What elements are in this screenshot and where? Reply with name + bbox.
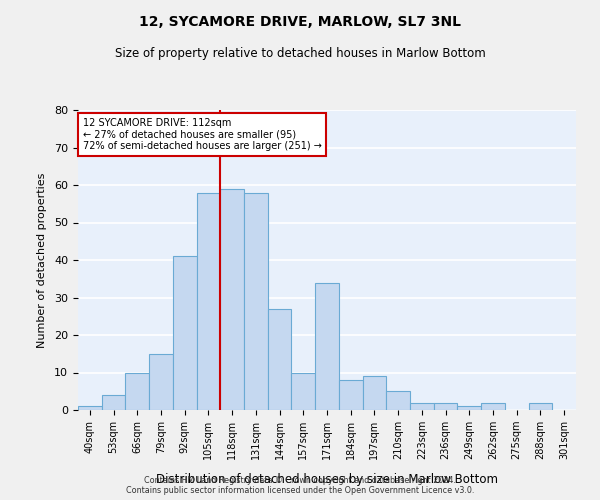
Bar (173, 256, 197, 410)
Bar (481, 402, 505, 410)
Text: Size of property relative to detached houses in Marlow Bottom: Size of property relative to detached ho… (115, 48, 485, 60)
Bar (149, 354, 173, 410)
Bar (529, 402, 552, 410)
Bar (78, 406, 102, 410)
Bar (457, 406, 481, 410)
Bar (125, 372, 149, 410)
Text: 12, SYCAMORE DRIVE, MARLOW, SL7 3NL: 12, SYCAMORE DRIVE, MARLOW, SL7 3NL (139, 15, 461, 29)
Text: 12 SYCAMORE DRIVE: 112sqm
← 27% of detached houses are smaller (95)
72% of semi-: 12 SYCAMORE DRIVE: 112sqm ← 27% of detac… (83, 118, 322, 150)
Y-axis label: Number of detached properties: Number of detached properties (37, 172, 47, 348)
Bar (197, 192, 220, 410)
Bar (362, 376, 386, 410)
Bar (339, 380, 362, 410)
Bar (244, 192, 268, 410)
Bar (315, 282, 339, 410)
Text: Contains HM Land Registry data © Crown copyright and database right 2024.
Contai: Contains HM Land Registry data © Crown c… (126, 476, 474, 495)
Bar (410, 402, 434, 410)
Bar (434, 402, 457, 410)
Bar (386, 391, 410, 410)
X-axis label: Distribution of detached houses by size in Marlow Bottom: Distribution of detached houses by size … (156, 473, 498, 486)
Bar (268, 308, 292, 410)
Bar (292, 372, 315, 410)
Bar (102, 395, 125, 410)
Bar (220, 188, 244, 410)
